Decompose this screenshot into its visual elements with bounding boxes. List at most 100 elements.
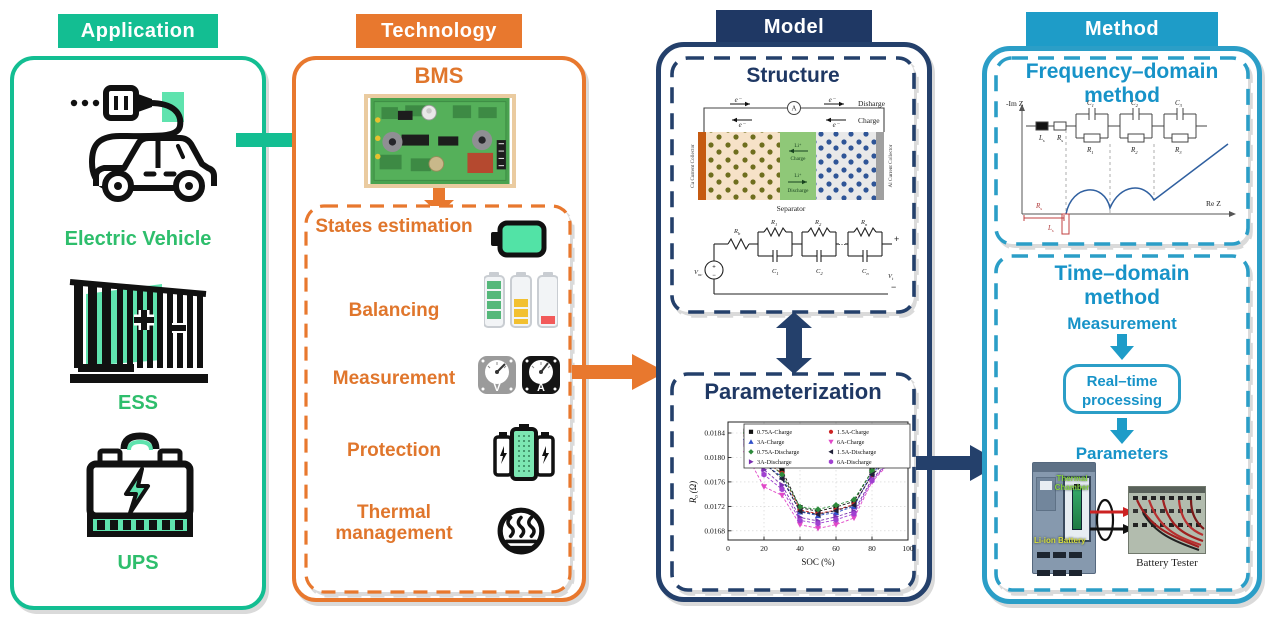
r0-soc-chart: R0(Ω) 0 20 40 60 80 100 0.0168 0.0172 0.0176 0.01… <box>688 421 914 567</box>
nyquist-rs-label: Rs <box>1056 134 1063 143</box>
parameterization-title: Parameterization <box>704 379 882 404</box>
battery-pack-icon <box>493 424 555 481</box>
thermal-chamber-photo: Thermal Chamber Li-ion Battery <box>1032 462 1096 576</box>
thermal-chamber-label: Thermal Chamber <box>1054 474 1090 492</box>
svg-text:3A-Charge: 3A-Charge <box>757 439 785 446</box>
technology-header: Technology <box>356 14 522 48</box>
li-charge-label: Charge <box>791 156 807 162</box>
chamber-logo <box>1040 481 1052 490</box>
function-states-estimation: States estimation <box>315 216 473 237</box>
chart-y-label: R0(Ω) <box>688 481 699 504</box>
nyquist-c2-label: C2 <box>1131 99 1139 108</box>
svg-text:1.5A-Charge: 1.5A-Charge <box>837 429 869 436</box>
voltmeter-letter: V <box>493 382 501 394</box>
chamber-top-panel <box>1033 463 1095 472</box>
ammeter-label: A <box>791 105 796 113</box>
structure-title: Structure <box>746 64 840 87</box>
ammeter-letter: A <box>537 382 545 394</box>
electron-label-3: e⁻ <box>739 121 747 129</box>
svg-text:20: 20 <box>760 544 768 553</box>
heat-icon <box>497 507 545 555</box>
svg-text:SOC (%): SOC (%) <box>801 557 834 567</box>
voltmeter-ammeter-icon: V A <box>478 356 560 394</box>
svg-text:+: + <box>712 265 716 271</box>
al-collector-label: Al Current Collector <box>888 144 894 187</box>
li-ion-label-2: Li⁺ <box>794 173 802 179</box>
r2-label: R2 <box>814 219 822 227</box>
frequency-method-title-line1: Frequency–domain <box>1025 60 1219 83</box>
electric-vehicle-icon <box>70 85 217 202</box>
voc-label: Voc <box>694 269 702 277</box>
svg-text:3A-Discharge: 3A-Discharge <box>757 459 792 466</box>
svg-text:60: 60 <box>832 544 840 553</box>
svg-text:0.0168: 0.0168 <box>704 526 725 535</box>
frequency-method-title-line2: method <box>1084 84 1160 107</box>
cell-structure-diagram: A e⁻ e⁻ Disharge e⁻ e⁻ Charge Cu Current… <box>690 96 894 213</box>
ess-label: ESS <box>117 392 159 414</box>
svg-text:0.0184: 0.0184 <box>704 429 725 438</box>
svg-text:80: 80 <box>868 544 876 553</box>
time-method-title-line2: method <box>1084 286 1160 309</box>
model-header: Model <box>716 10 872 44</box>
ess-container-icon <box>69 279 208 383</box>
separator-label: Separator <box>777 204 806 213</box>
vt-label: Vt <box>888 273 894 281</box>
li-ion-label-1: Li⁺ <box>794 143 802 149</box>
bms-down-arrow <box>424 188 454 214</box>
minus-terminal: − <box>891 282 896 292</box>
battery-tester-label: Battery Tester <box>1136 557 1198 569</box>
parameters-step: Parameters <box>1075 444 1169 463</box>
frequency-domain-box <box>994 56 1250 246</box>
electron-label-2: e⁻ <box>829 96 837 104</box>
svg-text:0.75A-Discharge: 0.75A-Discharge <box>757 449 800 456</box>
chamber-vents <box>1035 545 1093 576</box>
li-ion-battery-label: Li-ion Battery <box>1034 536 1086 545</box>
nyquist-c1-label: C1 <box>1087 99 1094 108</box>
application-header: Application <box>58 14 218 48</box>
li-discharge-label: Discharge <box>788 188 810 194</box>
svg-text:−: − <box>712 273 716 279</box>
measurement-to-processing-arrow <box>1110 334 1134 360</box>
nyquist-r3-label: R3 <box>1174 146 1182 155</box>
nyquist-r2-label: R2 <box>1130 146 1138 155</box>
cell-cap <box>1074 484 1080 489</box>
svg-text:0.0176: 0.0176 <box>704 478 725 487</box>
cu-collector-label: Cu Current Collector <box>690 144 696 188</box>
battery-tester-photo <box>1128 486 1206 554</box>
real-time-processing-step: Real–time processing <box>1063 364 1181 414</box>
technology-to-model-arrow <box>572 354 666 390</box>
time-method-title-line1: Time–domain <box>1054 262 1190 285</box>
svg-text:1.5A-Discharge: 1.5A-Discharge <box>837 449 876 456</box>
nyquist-plot: -Im Z Re Z Ls Rs C1 R1 C2 R2 C3 R3 <box>1006 99 1236 235</box>
structure-parameterization-arrow <box>776 312 812 374</box>
function-balancing: Balancing <box>348 300 440 321</box>
svg-text:6A-Charge: 6A-Charge <box>837 439 865 446</box>
function-protection: Protection <box>347 440 441 461</box>
chamber-control-panel <box>1036 477 1056 511</box>
battery-levels-icon <box>484 272 558 328</box>
nyquist-x-axis-label: Re Z <box>1206 199 1221 208</box>
equivalent-circuit-diagram: + − Voc Rb R1 C1 R2 C2 ⋯ Rn Cn + Vt − <box>694 219 899 295</box>
nyquist-y-axis-label: -Im Z <box>1006 99 1024 108</box>
svg-text:0: 0 <box>726 544 730 553</box>
battery-soc-icon <box>491 220 547 258</box>
rn-label: Rn <box>860 219 868 227</box>
svg-text:6A-Discharge: 6A-Discharge <box>837 459 872 466</box>
electron-label-4: e⁻ <box>833 121 841 129</box>
svg-text:0.0180: 0.0180 <box>704 453 725 462</box>
charge-label: Charge <box>858 116 880 125</box>
svg-text:40: 40 <box>796 544 804 553</box>
nyquist-r1-label: R1 <box>1086 146 1094 155</box>
svg-text:0.0172: 0.0172 <box>704 502 725 511</box>
discharge-label: Disharge <box>858 99 886 108</box>
circuit-dots: ⋯ <box>838 240 846 249</box>
ups-battery-icon <box>86 432 194 537</box>
rb-label: Rb <box>733 228 741 236</box>
nyquist-rs-marker-label: Rs <box>1035 202 1042 211</box>
electric-vehicle-label: Electric Vehicle <box>64 228 212 250</box>
method-header: Method <box>1026 12 1218 46</box>
model-to-method-arrow <box>916 445 1002 481</box>
function-thermal-management: Thermal management <box>335 502 453 545</box>
plus-terminal: + <box>894 234 899 244</box>
